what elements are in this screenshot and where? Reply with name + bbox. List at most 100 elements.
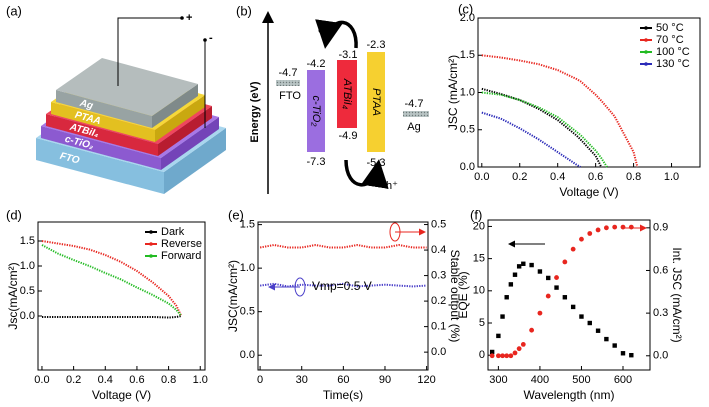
- y-tick-label: 5: [479, 317, 485, 329]
- point: [516, 346, 522, 352]
- point: [604, 336, 609, 342]
- carrier-arrow: [315, 19, 358, 49]
- legend-swatch: [149, 242, 153, 246]
- point: [537, 310, 543, 316]
- terminal: [203, 38, 207, 42]
- x-tick-label: 300: [489, 374, 507, 386]
- y2-tick-label: 0.1: [431, 321, 446, 333]
- y2-tick-label: 0.6: [653, 264, 668, 276]
- point: [554, 285, 559, 290]
- y-tick-label: 1.5: [460, 49, 475, 61]
- energy-level: -4.7: [405, 98, 424, 110]
- point: [587, 320, 592, 326]
- layer-name: PTAA: [370, 88, 382, 116]
- energy-level: -4.9: [339, 130, 358, 142]
- y-tick-label: 0.0: [240, 349, 255, 361]
- y-tick-label: 2.0: [460, 12, 475, 24]
- panel-label: (c): [458, 1, 473, 16]
- x-tick-label: 0.0: [34, 374, 49, 386]
- y2-axis-label: Stable output (%): [448, 250, 462, 343]
- plot-frame: [257, 221, 429, 371]
- y2-tick-label: 0.4: [431, 244, 446, 256]
- y-tick-label: 0.0: [460, 161, 475, 173]
- layer-side: [155, 95, 205, 142]
- y-tick-label: 1.0: [460, 86, 475, 98]
- x-axis-label: Wavelength (nm): [524, 388, 615, 402]
- y-tick-label: 0.0: [20, 310, 35, 322]
- y-axis-label: JSC (mA/cm²): [446, 55, 460, 130]
- point: [629, 352, 634, 358]
- point: [570, 304, 576, 310]
- energy-band: [403, 111, 429, 117]
- layer-name: FTO: [279, 90, 301, 102]
- x-axis-label: Time(s): [323, 388, 363, 402]
- y-axis-label: Jsc(mA/cm²): [6, 262, 20, 329]
- point: [504, 295, 509, 300]
- legend-label: Reverse: [161, 238, 202, 250]
- point: [546, 275, 551, 281]
- energy-band: [307, 70, 325, 152]
- layer-front: [56, 90, 152, 128]
- series-line: [481, 91, 608, 168]
- layer-top: [56, 58, 198, 116]
- point: [512, 350, 518, 356]
- point: [516, 264, 522, 269]
- point: [508, 353, 514, 359]
- x-tick-label: 30: [296, 374, 308, 386]
- layer-front: [41, 126, 161, 170]
- point: [628, 224, 634, 230]
- layer-side: [158, 106, 212, 156]
- point: [603, 225, 609, 231]
- energy-band: [276, 80, 300, 86]
- point: [570, 246, 576, 252]
- point: [612, 343, 617, 348]
- panel-label: (f): [470, 207, 482, 222]
- x-tick-label: 400: [531, 374, 549, 386]
- legend-label: 70 °C: [656, 34, 684, 46]
- x-tick-label: 0.0: [474, 171, 489, 183]
- layer-name: c-TiO₂: [310, 96, 322, 128]
- point: [520, 342, 526, 347]
- y-axis-label: JSC(mA/cm²): [226, 260, 240, 332]
- point: [504, 353, 510, 359]
- plot-frame: [37, 221, 206, 371]
- x-tick-label: 600: [614, 374, 632, 386]
- x-tick-label: 0: [257, 374, 263, 386]
- layer-side: [152, 84, 198, 128]
- legend-label: Forward: [161, 250, 201, 262]
- energy-level: -4.7: [279, 67, 298, 79]
- legend-swatch: [644, 62, 648, 66]
- x-tick-label: 0.2: [66, 374, 81, 386]
- terminal: [180, 16, 184, 20]
- energy-band: [337, 60, 357, 128]
- series-line: [481, 87, 603, 168]
- x-tick-label: 90: [379, 374, 391, 386]
- point: [500, 353, 505, 359]
- carrier-label: e⁻: [318, 24, 330, 36]
- layer-label: Ag: [78, 98, 95, 112]
- annotation: Vmp=0.5 V: [312, 279, 372, 293]
- y2-tick-label: 0.9: [653, 222, 668, 234]
- layer-label: FTO: [59, 151, 81, 167]
- point: [545, 293, 551, 299]
- y-tick-label: 0.5: [460, 124, 475, 136]
- point: [620, 351, 626, 356]
- point: [587, 231, 593, 236]
- legend-label: 130 °C: [656, 58, 690, 70]
- legend-swatch: [149, 254, 153, 258]
- point: [554, 275, 559, 280]
- point: [521, 261, 526, 266]
- layer-name: Ag: [407, 121, 420, 133]
- point: [500, 314, 505, 319]
- series-line: [41, 240, 183, 317]
- point: [537, 269, 543, 274]
- carrier-label: h⁺: [386, 180, 398, 192]
- legend-swatch: [644, 38, 648, 42]
- layer-name: ATBiI₄: [341, 78, 353, 110]
- panel-label: (b): [236, 3, 252, 18]
- y-tick-label: 1.5: [20, 235, 35, 247]
- legend-swatch: [149, 230, 153, 234]
- x-tick-label: 0.6: [129, 374, 144, 386]
- y-tick-label: 1.0: [240, 262, 255, 274]
- y2-tick-label: 0.0: [431, 346, 446, 358]
